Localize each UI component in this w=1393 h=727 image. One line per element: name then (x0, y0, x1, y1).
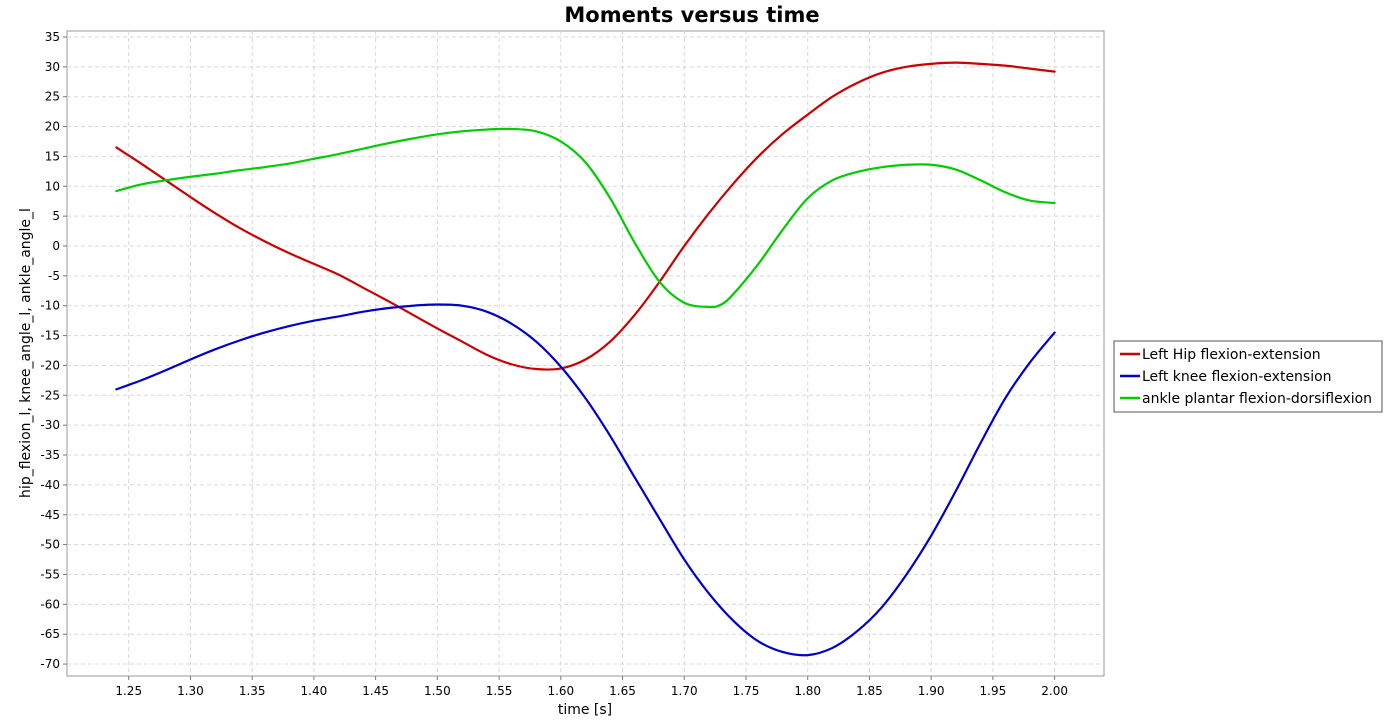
legend-label-knee: Left knee flexion-extension (1142, 369, 1332, 385)
legend-label-hip: Left Hip flexion-extension (1142, 347, 1321, 363)
x-tick-label: 1.80 (794, 684, 821, 698)
grid (67, 31, 1104, 676)
y-tick-label: 25 (45, 90, 60, 104)
y-tick-label: 35 (45, 30, 60, 44)
y-tick-label: -30 (40, 418, 60, 432)
x-tick-label: 1.55 (486, 684, 513, 698)
y-tick-label: -40 (40, 478, 60, 492)
y-tick-label: -70 (40, 657, 60, 671)
x-tick-label: 1.30 (177, 684, 204, 698)
x-tick-label: 1.75 (733, 684, 760, 698)
y-axis-label: hip_flexion_l, knee_angle_l, ankle_angle… (18, 208, 34, 498)
y-tick-label: -45 (40, 508, 60, 522)
x-tick-label: 1.25 (115, 684, 142, 698)
y-axis-ticks: 35 30 25 20 15 10 5 0 -5 -10 -15 -20 -25 -30 -35 -40 -45… (40, 30, 67, 671)
x-tick-label: 1.40 (301, 684, 328, 698)
series-line-hip (115, 61, 1056, 371)
x-axis-ticks: 1.25 1.30 1.35 1.40 1.45 1.50 1.55 1.60 1.65 1.70… (115, 676, 1068, 698)
legend-label-ankle: ankle plantar flexion-dorsiflexion (1142, 391, 1372, 407)
x-axis-label: time [s] (558, 702, 612, 718)
y-tick-label: -15 (40, 329, 60, 343)
y-tick-label: 20 (45, 120, 60, 134)
y-tick-label: 0 (52, 239, 60, 253)
y-tick-label: -25 (40, 388, 60, 402)
x-tick-label: 1.70 (671, 684, 698, 698)
x-tick-label: 1.95 (980, 684, 1007, 698)
legend: Left Hip flexion-extension Left knee fle… (1113, 340, 1383, 413)
series-line-knee (115, 303, 1056, 657)
x-tick-label: 1.90 (918, 684, 945, 698)
y-tick-label: 10 (45, 179, 60, 193)
y-tick-label: -35 (40, 448, 60, 462)
y-tick-label: -50 (40, 538, 60, 552)
y-tick-label: -5 (48, 269, 60, 283)
series-lines (115, 61, 1056, 657)
x-tick-label: 1.50 (424, 684, 451, 698)
y-tick-label: 15 (45, 149, 60, 163)
x-tick-label: 1.35 (239, 684, 266, 698)
x-tick-label: 1.45 (362, 684, 389, 698)
x-tick-label: 1.85 (856, 684, 883, 698)
y-tick-label: -55 (40, 567, 60, 581)
y-tick-label: -60 (40, 597, 60, 611)
x-tick-label: 1.60 (547, 684, 574, 698)
series-line-ankle (115, 127, 1056, 309)
y-tick-label: -20 (40, 358, 60, 372)
x-tick-label: 2.00 (1041, 684, 1068, 698)
y-tick-label: -65 (40, 627, 60, 641)
chart-title: Moments versus time (564, 3, 819, 27)
x-tick-label: 1.65 (609, 684, 636, 698)
y-tick-label: 30 (45, 60, 60, 74)
y-tick-label: 5 (52, 209, 60, 223)
plot-area (66, 30, 1105, 677)
legend-box (1113, 340, 1383, 413)
y-tick-label: -10 (40, 299, 60, 313)
